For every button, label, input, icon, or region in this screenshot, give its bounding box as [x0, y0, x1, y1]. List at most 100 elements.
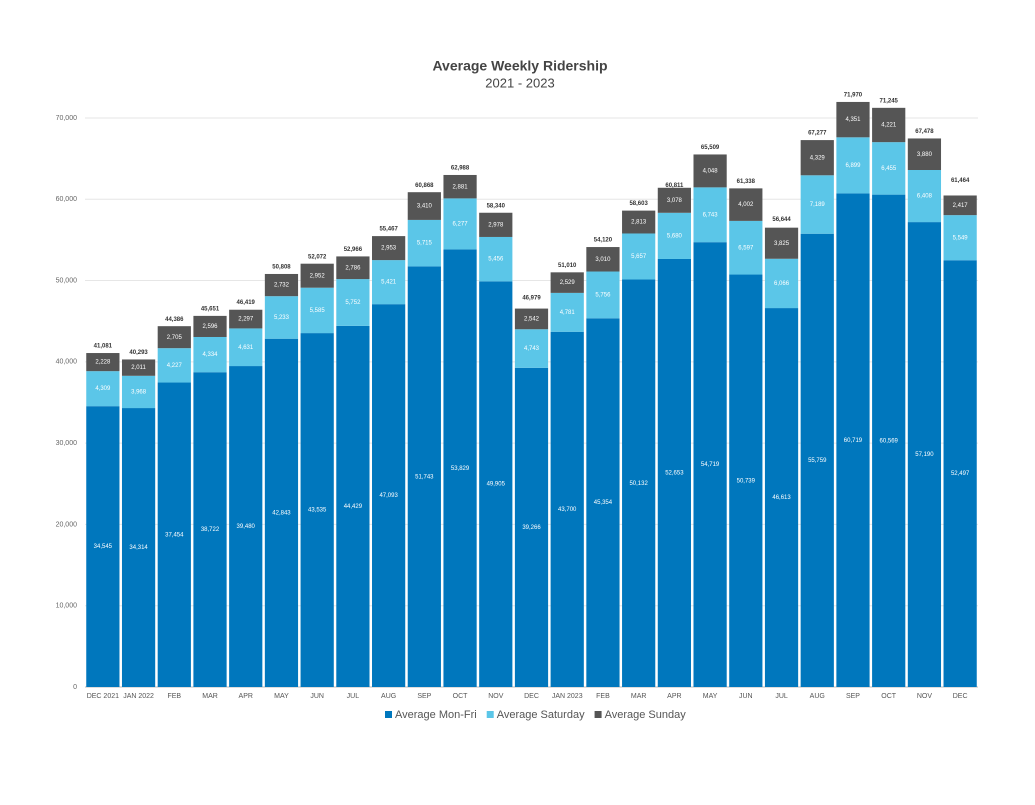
value-label: 4,002 — [738, 202, 754, 208]
value-label: 2,881 — [453, 184, 469, 190]
bar-segment — [407, 219, 441, 267]
value-label: 3,010 — [595, 257, 611, 263]
bar-segment — [514, 367, 549, 687]
total-label: 55,467 — [379, 227, 398, 233]
x-tick-label: DEC 2021 — [87, 693, 119, 700]
legend-swatch — [594, 711, 602, 718]
value-label: 5,752 — [345, 300, 361, 306]
bar-segment — [800, 175, 834, 234]
value-label: 55,759 — [808, 458, 827, 464]
bar-segment — [514, 308, 549, 330]
value-label: 38,722 — [201, 527, 220, 533]
value-label: 3,880 — [917, 152, 933, 158]
total-label: 40,293 — [129, 350, 148, 356]
total-label: 60,868 — [415, 183, 434, 189]
bar-segment — [657, 212, 691, 259]
value-label: 2,813 — [631, 220, 647, 226]
value-label: 45,354 — [594, 500, 613, 506]
total-label: 67,478 — [915, 129, 934, 135]
total-label: 60,811 — [665, 183, 684, 189]
bar-segment — [872, 107, 906, 143]
value-label: 50,132 — [629, 481, 648, 487]
value-label: 5,715 — [417, 241, 433, 247]
bar-segment — [729, 220, 763, 275]
x-tick-label: DEC — [953, 693, 968, 700]
value-label: 3,078 — [667, 198, 683, 204]
y-tick-label: 30,000 — [56, 440, 78, 447]
bar-segment — [443, 174, 477, 199]
bar-segment — [157, 382, 191, 687]
value-label: 5,756 — [595, 292, 611, 298]
bar-segment — [407, 192, 441, 220]
y-tick-label: 0 — [73, 684, 77, 691]
total-label: 71,245 — [880, 98, 899, 104]
value-label: 39,480 — [237, 524, 256, 530]
bar-segment — [229, 366, 263, 687]
bar-segment — [443, 198, 477, 250]
total-label: 52,966 — [344, 247, 363, 253]
value-label: 5,549 — [953, 235, 969, 241]
total-label: 67,277 — [808, 131, 827, 137]
value-label: 60,719 — [844, 438, 863, 444]
value-label: 6,743 — [703, 212, 719, 218]
bar-segment — [86, 406, 120, 687]
value-label: 53,829 — [451, 466, 470, 472]
bar-segment — [943, 260, 977, 687]
bar-segment — [872, 194, 906, 687]
legend-swatch — [385, 711, 392, 718]
x-tick-label: JUL — [347, 693, 360, 700]
value-label: 5,585 — [310, 308, 326, 314]
value-label: 2,705 — [167, 335, 183, 341]
bar-segment — [907, 222, 942, 687]
x-tick-label: JAN 2023 — [552, 693, 583, 700]
bar-segment — [264, 296, 299, 339]
value-label: 5,421 — [381, 280, 397, 286]
value-label: 51,743 — [415, 474, 434, 480]
value-label: 49,905 — [487, 482, 506, 488]
value-label: 3,825 — [774, 241, 790, 247]
y-tick-label: 60,000 — [56, 196, 78, 203]
value-label: 2,228 — [95, 360, 111, 366]
bar-segment — [943, 215, 977, 261]
legend-swatch — [486, 711, 494, 718]
bar-segment — [693, 154, 727, 188]
chart-title: Average Weekly Ridership — [432, 58, 607, 74]
value-label: 2,953 — [381, 246, 397, 252]
bar-segment — [157, 348, 191, 383]
value-label: 6,455 — [881, 166, 897, 172]
total-label: 46,979 — [522, 296, 541, 302]
bar-segment — [372, 304, 406, 687]
bar-segment — [121, 375, 156, 409]
bar-segment — [479, 281, 513, 687]
x-tick-label: JUL — [775, 693, 788, 700]
bar-segment — [372, 260, 406, 305]
bar-segment — [229, 309, 263, 329]
x-tick-label: JUN — [739, 693, 753, 700]
x-tick-label: MAY — [274, 693, 289, 700]
total-label: 51,010 — [558, 263, 577, 269]
total-label: 45,651 — [201, 306, 220, 312]
bar-segment — [264, 273, 299, 297]
value-label: 4,221 — [881, 123, 897, 129]
bar-segment — [836, 101, 870, 138]
bar-segment — [729, 274, 763, 687]
value-label: 2,529 — [560, 280, 576, 286]
value-label: 4,048 — [703, 168, 719, 174]
x-tick-label: FEB — [596, 693, 610, 700]
bar-segment — [729, 188, 763, 221]
total-label: 46,419 — [237, 300, 256, 306]
value-label: 6,408 — [917, 194, 933, 200]
value-label: 2,952 — [310, 273, 326, 279]
total-label: 61,338 — [737, 179, 756, 185]
y-tick-label: 10,000 — [56, 603, 78, 610]
x-tick-label: SEP — [846, 693, 860, 700]
bar-segment — [300, 287, 334, 334]
total-label: 61,464 — [951, 178, 970, 184]
bar-segment — [407, 266, 441, 687]
bar-segment — [86, 371, 120, 407]
x-tick-label: AUG — [381, 693, 396, 700]
value-label: 54,719 — [701, 462, 720, 468]
bar-segment — [86, 353, 120, 372]
bar-segment — [800, 233, 834, 687]
